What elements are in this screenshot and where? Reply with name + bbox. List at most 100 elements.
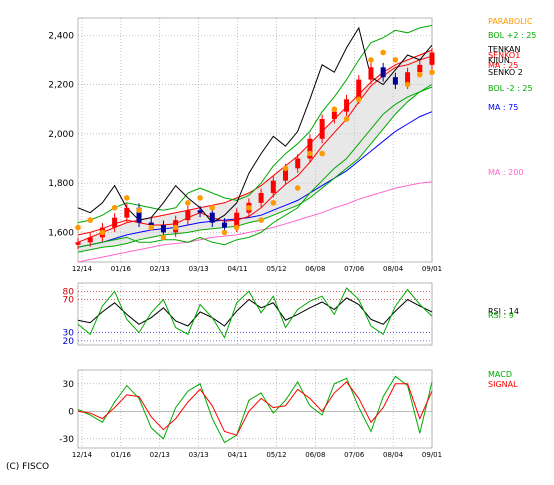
parabolic-dot — [319, 150, 325, 157]
parabolic-dot — [331, 106, 338, 112]
legend-label: BOL +2 : 25 — [488, 31, 536, 40]
candle — [331, 111, 337, 120]
parabolic-dot — [136, 207, 142, 214]
y-tick-label: 2,200 — [48, 81, 74, 91]
parabolic-dot — [294, 185, 301, 191]
x-tick-label: 07/06 — [344, 451, 365, 459]
parabolic-dot — [246, 204, 252, 211]
macd-line — [77, 381, 433, 436]
parabolic-dot — [99, 229, 106, 236]
legend-label: BOL -2 : 25 — [488, 84, 533, 93]
y-tick-label: -30 — [59, 435, 74, 445]
x-tick-label: 04/11 — [227, 451, 247, 459]
y-tick-label: 0 — [68, 407, 74, 417]
parabolic-dot — [209, 204, 216, 211]
candle — [295, 158, 301, 169]
series-line — [77, 111, 433, 248]
parabolic-dot — [355, 96, 362, 103]
legend-label: MA : 200 — [488, 168, 523, 177]
legend-label: KIJUN — [488, 56, 510, 65]
legend-label: RSI : 9 — [488, 311, 514, 320]
candle — [112, 217, 118, 228]
x-tick-label: 02/13 — [150, 451, 170, 459]
candle — [270, 180, 276, 193]
rsi-line — [77, 297, 433, 327]
candle — [283, 168, 289, 181]
candle — [209, 212, 215, 223]
candle — [75, 242, 81, 245]
candle — [319, 119, 325, 139]
candle — [356, 79, 362, 100]
parabolic-dot — [172, 224, 179, 231]
candle — [87, 237, 93, 243]
parabolic-dot — [416, 71, 423, 78]
y-tick-label: 2,400 — [48, 31, 74, 41]
x-tick-label: 12/14 — [72, 451, 93, 459]
x-tick-label: 05/12 — [266, 451, 286, 459]
x-tick-label: 07/06 — [344, 265, 365, 273]
x-tick-label: 03/13 — [189, 451, 209, 459]
y-tick-label: 20 — [63, 337, 75, 347]
candle — [405, 72, 411, 85]
candle — [221, 222, 227, 228]
legend-label: PARABOLIC — [488, 17, 533, 26]
legend-label: SENKO 2 — [488, 68, 523, 77]
candle — [160, 225, 166, 233]
parabolic-dot — [270, 200, 277, 206]
y-tick-label: 1,800 — [48, 179, 74, 189]
x-tick-label: 05/12 — [266, 265, 286, 273]
candle — [124, 207, 130, 218]
x-tick-label: 06/08 — [305, 265, 325, 273]
y-tick-label: 80 — [63, 287, 75, 297]
parabolic-dot — [404, 81, 411, 88]
parabolic-dot — [111, 204, 118, 211]
candle — [417, 64, 423, 73]
candle — [368, 67, 374, 80]
candle — [197, 210, 203, 213]
parabolic-dot — [148, 224, 155, 231]
x-tick-label: 03/13 — [189, 265, 209, 273]
parabolic-dot — [258, 217, 264, 223]
legend-label: RSI : 14 — [488, 307, 519, 316]
panel-frame-price — [77, 17, 433, 263]
panel-frame-rsi — [77, 282, 433, 346]
series-line — [77, 84, 433, 253]
candle — [136, 207, 142, 223]
x-tick-label: 09/01 — [422, 451, 442, 459]
legend-label: TENKAN — [487, 45, 521, 54]
parabolic-dot — [87, 217, 94, 223]
parabolic-dot — [185, 200, 191, 206]
parabolic-dot — [392, 57, 399, 63]
parabolic-dot — [282, 165, 289, 172]
candle — [380, 67, 386, 78]
parabolic-dot — [197, 195, 203, 201]
y-tick-label: 30 — [63, 380, 75, 390]
parabolic-dot — [233, 224, 240, 231]
legend-label: SIGNAL — [488, 380, 518, 389]
series-line — [77, 86, 433, 248]
candle — [234, 212, 240, 228]
x-tick-label: 08/04 — [383, 265, 404, 273]
candle — [307, 138, 313, 159]
x-tick-label: 12/14 — [72, 265, 93, 273]
candle — [185, 210, 191, 221]
parabolic-dot — [221, 229, 228, 236]
candle — [392, 77, 398, 85]
parabolic-dot — [368, 57, 374, 63]
x-tick-label: 01/16 — [111, 451, 132, 459]
parabolic-dot — [429, 69, 435, 76]
y-tick-label: 30 — [63, 329, 75, 339]
x-tick-label: 02/13 — [150, 265, 170, 273]
series-line — [77, 24, 433, 224]
legend-label: MA : 75 — [488, 103, 518, 112]
legend-label: SENKO1 — [488, 51, 520, 60]
x-tick-label: 06/08 — [305, 451, 325, 459]
copyright: (C) FISCO — [6, 462, 50, 472]
macd-line — [77, 375, 433, 444]
parabolic-dot — [124, 195, 130, 201]
candle — [258, 192, 264, 203]
parabolic-dot — [160, 234, 167, 241]
y-tick-label: 70 — [63, 296, 75, 306]
parabolic-dot — [380, 49, 386, 56]
